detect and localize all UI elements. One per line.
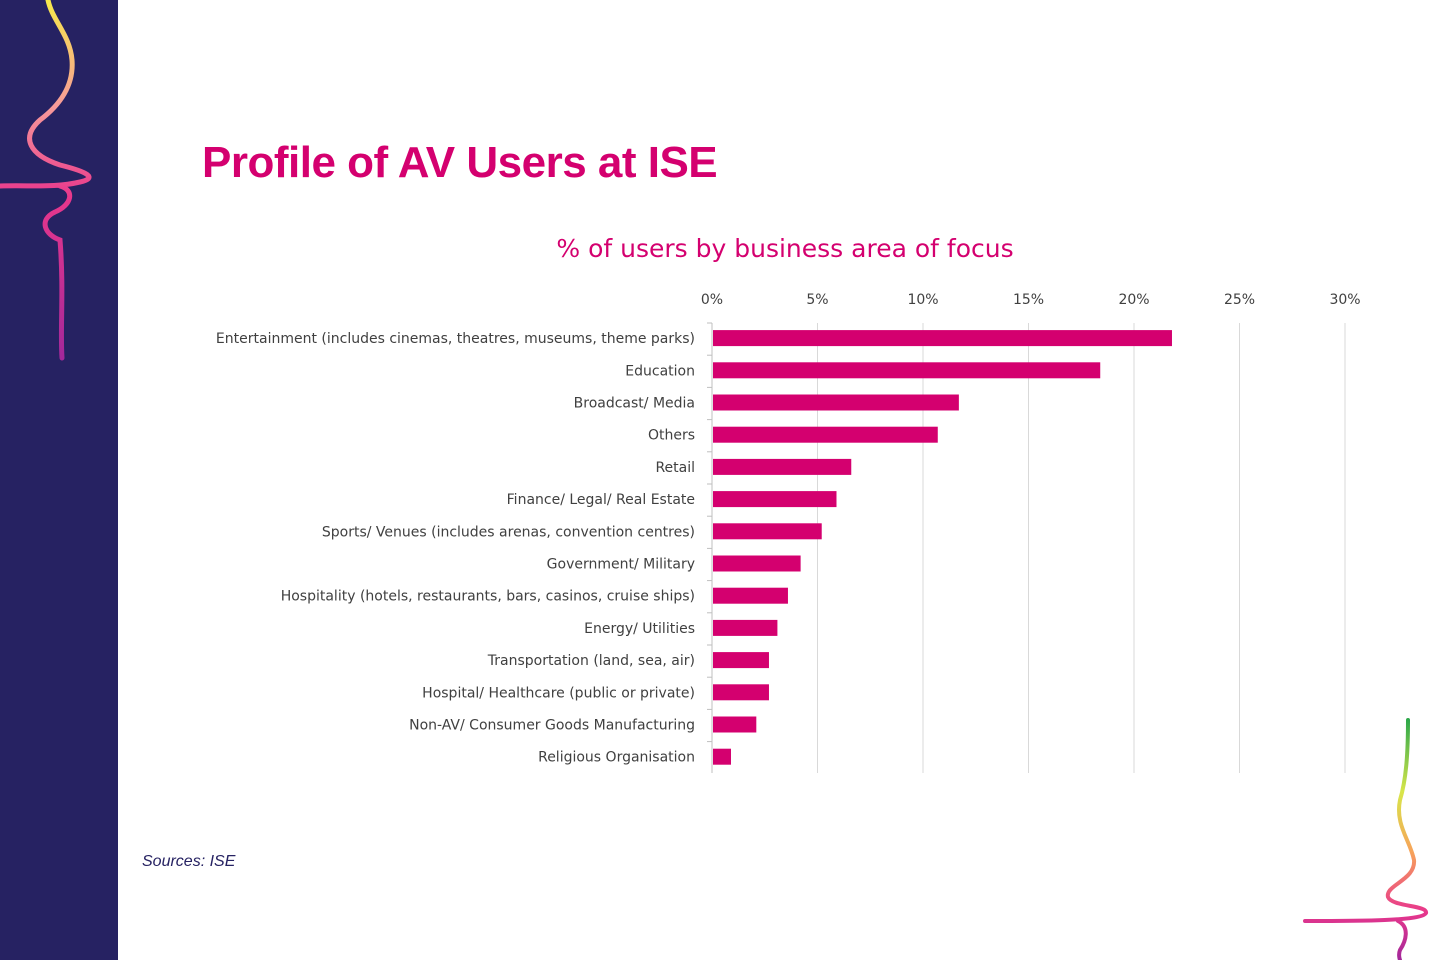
category-label: Entertainment (includes cinemas, theatre… [216, 331, 695, 347]
category-label: Hospital/ Healthcare (public or private) [422, 685, 695, 701]
category-label: Transportation (land, sea, air) [487, 653, 695, 669]
bar [713, 587, 788, 604]
x-tick-label: 0% [701, 292, 723, 308]
category-label: Broadcast/ Media [574, 396, 695, 412]
bar [713, 362, 1101, 379]
category-label: Hospitality (hotels, restaurants, bars, … [281, 589, 695, 605]
bar [713, 458, 852, 475]
x-tick-label: 5% [806, 292, 828, 308]
category-label: Energy/ Utilities [584, 621, 695, 637]
slide-title: Profile of AV Users at ISE [202, 138, 718, 187]
category-label: Retail [655, 460, 695, 476]
bar [713, 523, 822, 540]
bar [713, 394, 959, 411]
category-label: Others [648, 428, 695, 444]
bar [713, 748, 731, 765]
category-label: Non-AV/ Consumer Goods Manufacturing [409, 718, 695, 734]
category-label: Finance/ Legal/ Real Estate [507, 492, 695, 508]
bar [713, 652, 769, 669]
category-label: Government/ Military [547, 557, 695, 573]
bar [713, 491, 837, 508]
x-tick-label: 25% [1224, 292, 1255, 308]
x-tick-label: 20% [1118, 292, 1149, 308]
category-label: Sports/ Venues (includes arenas, convent… [322, 524, 695, 540]
x-tick-label: 15% [1013, 292, 1044, 308]
bar [713, 426, 938, 443]
source-note: Sources: ISE [142, 853, 236, 870]
bar [713, 716, 757, 733]
bar [713, 330, 1172, 347]
bar [713, 555, 801, 572]
x-tick-label: 10% [907, 292, 938, 308]
bar [713, 684, 769, 701]
category-label: Religious Organisation [538, 750, 695, 766]
bar [713, 619, 778, 636]
category-label: Education [625, 363, 695, 379]
chart-title: % of users by business area of focus [556, 234, 1014, 263]
x-tick-label: 30% [1329, 292, 1360, 308]
